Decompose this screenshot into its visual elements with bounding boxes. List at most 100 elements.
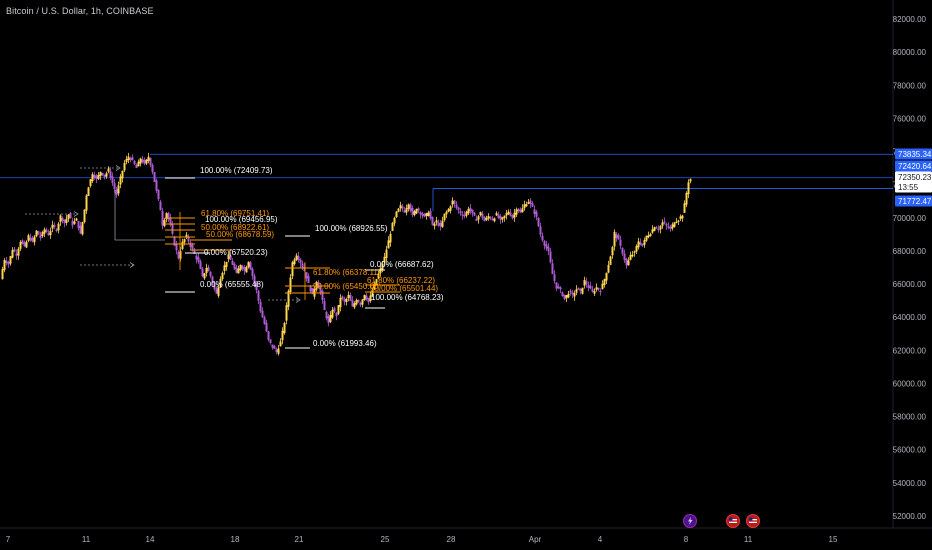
candle-body: [475, 218, 478, 221]
candle-body: [231, 260, 234, 265]
candle-body: [9, 256, 12, 264]
fib-label[interactable]: 100.00% (69456.95): [205, 215, 278, 224]
candle-body: [245, 267, 248, 273]
candle-body: [485, 217, 488, 221]
flag-stripe: [729, 521, 737, 523]
candle-body: [509, 212, 512, 216]
candle-body: [577, 287, 580, 290]
candle-body: [15, 253, 18, 256]
candle-body: [455, 204, 458, 208]
fib-label[interactable]: 50.00% (68678.59): [206, 230, 274, 239]
fib-label[interactable]: 50.00% (68922.61): [201, 223, 269, 232]
candle-body: [107, 168, 110, 172]
y-tick-label: 82000.00: [893, 15, 927, 24]
candle-body: [613, 231, 616, 247]
candle-body: [487, 216, 490, 219]
fib-label[interactable]: 100.00% (64768.23): [371, 293, 444, 302]
candle-body: [649, 234, 652, 237]
candle-body: [435, 220, 438, 223]
candle-body: [93, 174, 96, 178]
candle-body: [253, 275, 256, 284]
candle-body: [51, 224, 54, 229]
candle-body: [143, 159, 146, 164]
candle-body: [347, 294, 350, 299]
candle-body: [513, 212, 516, 218]
candle-body: [517, 208, 520, 212]
candle-body: [303, 267, 306, 272]
candle-body: [601, 283, 604, 290]
candle-body: [37, 231, 40, 235]
candle-body: [623, 253, 626, 260]
fib-label[interactable]: 0.00% (66687.62): [370, 260, 434, 269]
fib-label[interactable]: 100.00% (72409.73): [200, 166, 273, 175]
candle-body: [243, 267, 246, 271]
candle-body: [181, 241, 184, 250]
candle-body: [405, 208, 408, 213]
candle-body: [457, 207, 460, 211]
us-flag-icon-1[interactable]: [726, 514, 740, 528]
candle-body: [599, 290, 602, 293]
fib-label[interactable]: 50.00% (65501.44): [370, 284, 438, 293]
candle-body: [255, 282, 258, 291]
candle-body: [87, 187, 90, 196]
price-tag[interactable]: [895, 160, 932, 172]
fib-label[interactable]: 50.00% (65450.00): [313, 282, 381, 291]
flag-stripe: [749, 519, 757, 521]
price-tag[interactable]: [895, 181, 932, 193]
price-tag-label: 13:55: [898, 183, 919, 192]
candle-body: [525, 204, 528, 207]
fib-label[interactable]: 61.80% (69751.41): [201, 209, 269, 218]
candle-body: [217, 287, 220, 296]
candle-body: [319, 286, 322, 293]
x-tick-label: 18: [231, 535, 240, 544]
price-tag[interactable]: [895, 171, 932, 183]
fib-label[interactable]: 61.80% (66378.11): [313, 268, 381, 277]
candle-body: [261, 310, 264, 318]
fib-label[interactable]: 0.00% (61993.46): [313, 339, 377, 348]
candle-body: [391, 222, 394, 231]
candle-body: [193, 249, 196, 254]
candle-body: [145, 159, 148, 164]
candle-body: [595, 287, 598, 290]
candle-body: [227, 254, 230, 260]
candle-body: [23, 242, 26, 247]
fib-label[interactable]: 100.00% (68926.55): [315, 224, 388, 233]
candle-body: [53, 225, 56, 228]
candle-body: [321, 290, 324, 301]
candle-body: [495, 213, 498, 216]
y-tick-label: 70000.00: [893, 214, 927, 223]
symbol-title[interactable]: Bitcoin / U.S. Dollar, 1h, COINBASE: [6, 6, 154, 16]
fib-label[interactable]: 0.00% (67520.23): [204, 248, 268, 257]
candle-body: [215, 288, 218, 294]
fib-label[interactable]: 0.00% (65555.48): [200, 280, 264, 289]
candle-body: [165, 213, 168, 220]
candle-body: [7, 262, 10, 265]
price-tag-label: 73835.34: [898, 150, 932, 159]
candle-body: [335, 313, 338, 317]
price-tag[interactable]: [895, 148, 932, 160]
candle-body: [661, 222, 664, 226]
candle-body: [287, 290, 290, 307]
candle-body: [501, 217, 504, 220]
candle-body: [683, 203, 686, 213]
candle-body: [425, 213, 428, 217]
candle-body: [117, 185, 120, 194]
candle-body: [199, 261, 202, 269]
candle-body: [189, 242, 192, 248]
candle-body: [637, 241, 640, 248]
candle-body: [641, 243, 644, 247]
candle-body: [241, 265, 244, 269]
candle-body: [3, 259, 6, 271]
candle-body: [515, 209, 518, 215]
price-tag[interactable]: [895, 195, 932, 207]
y-tick-label: 76000.00: [893, 114, 927, 123]
candle-body: [545, 244, 548, 249]
us-flag-icon-2[interactable]: [746, 514, 760, 528]
candle-body: [361, 299, 364, 305]
candle-body: [383, 256, 386, 263]
candle-body: [79, 225, 82, 234]
candle-body: [489, 217, 492, 219]
candle-body: [423, 213, 426, 217]
fib-label[interactable]: 61.80% (66237.22): [367, 276, 435, 285]
